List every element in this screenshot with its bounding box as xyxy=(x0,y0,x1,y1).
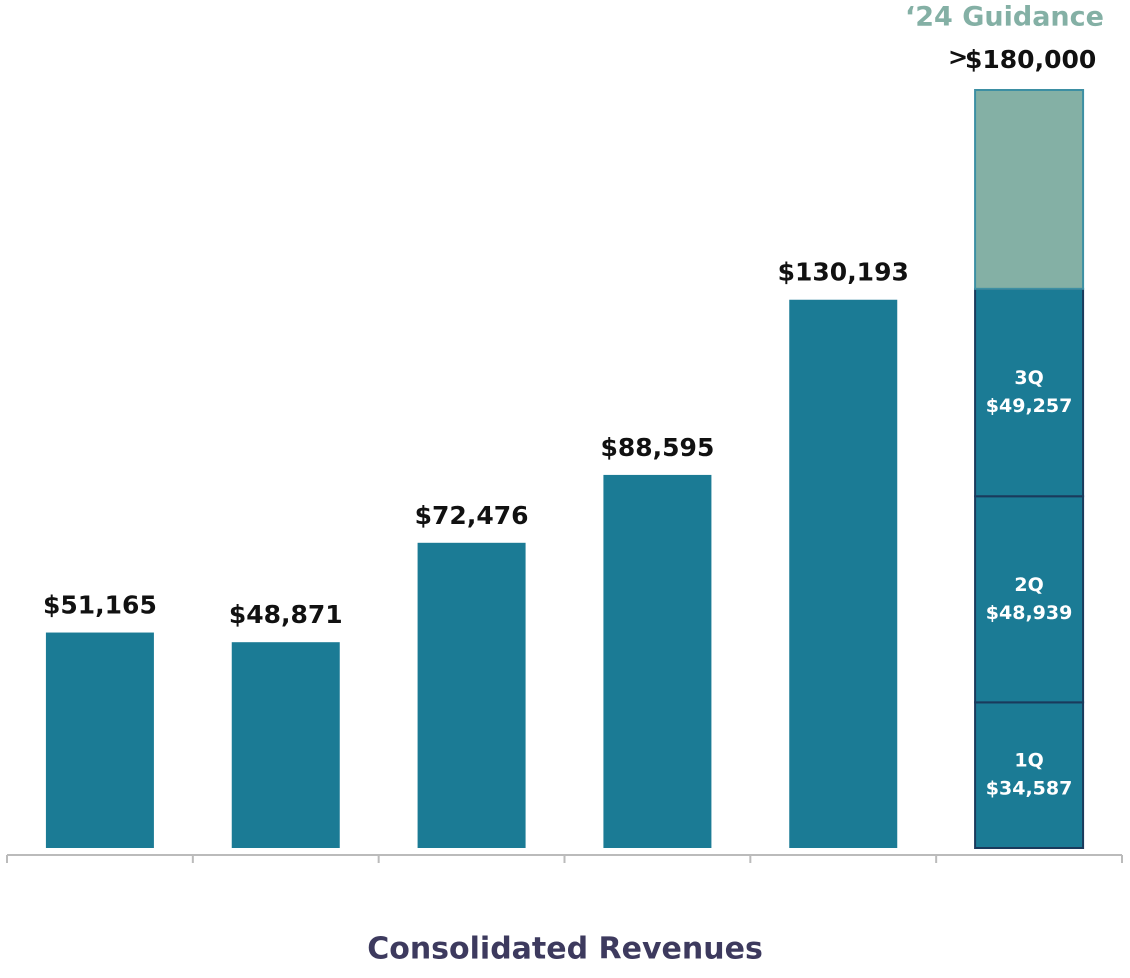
bar xyxy=(789,299,898,848)
stacked-segment xyxy=(974,701,1085,849)
segment-name: 1Q xyxy=(1014,750,1043,772)
segment-label: $49,257 xyxy=(986,395,1073,417)
bar xyxy=(231,642,340,848)
segment-name: 3Q xyxy=(1014,367,1043,389)
stacked-segment xyxy=(974,89,1085,290)
segment-label: $48,939 xyxy=(986,602,1073,624)
value-label: $48,871 xyxy=(229,600,343,629)
x-axis-title: Consolidated Revenues xyxy=(367,932,763,967)
value-label: $51,165 xyxy=(43,591,157,620)
guidance-label: $180,000 xyxy=(965,45,1096,74)
stacked-segment xyxy=(974,287,1085,498)
value-label: $130,193 xyxy=(778,258,909,287)
value-label: $72,476 xyxy=(415,501,529,530)
guidance-title: ‘24 Guidance xyxy=(905,2,1104,33)
bar xyxy=(603,474,712,848)
value-label: $88,595 xyxy=(600,433,714,462)
segment-label: $34,587 xyxy=(986,778,1073,800)
segment-name: 2Q xyxy=(1014,574,1043,596)
guidance-prefix: > xyxy=(948,43,968,71)
bar xyxy=(45,632,154,848)
stacked-segment xyxy=(974,495,1085,704)
bar xyxy=(417,542,526,848)
